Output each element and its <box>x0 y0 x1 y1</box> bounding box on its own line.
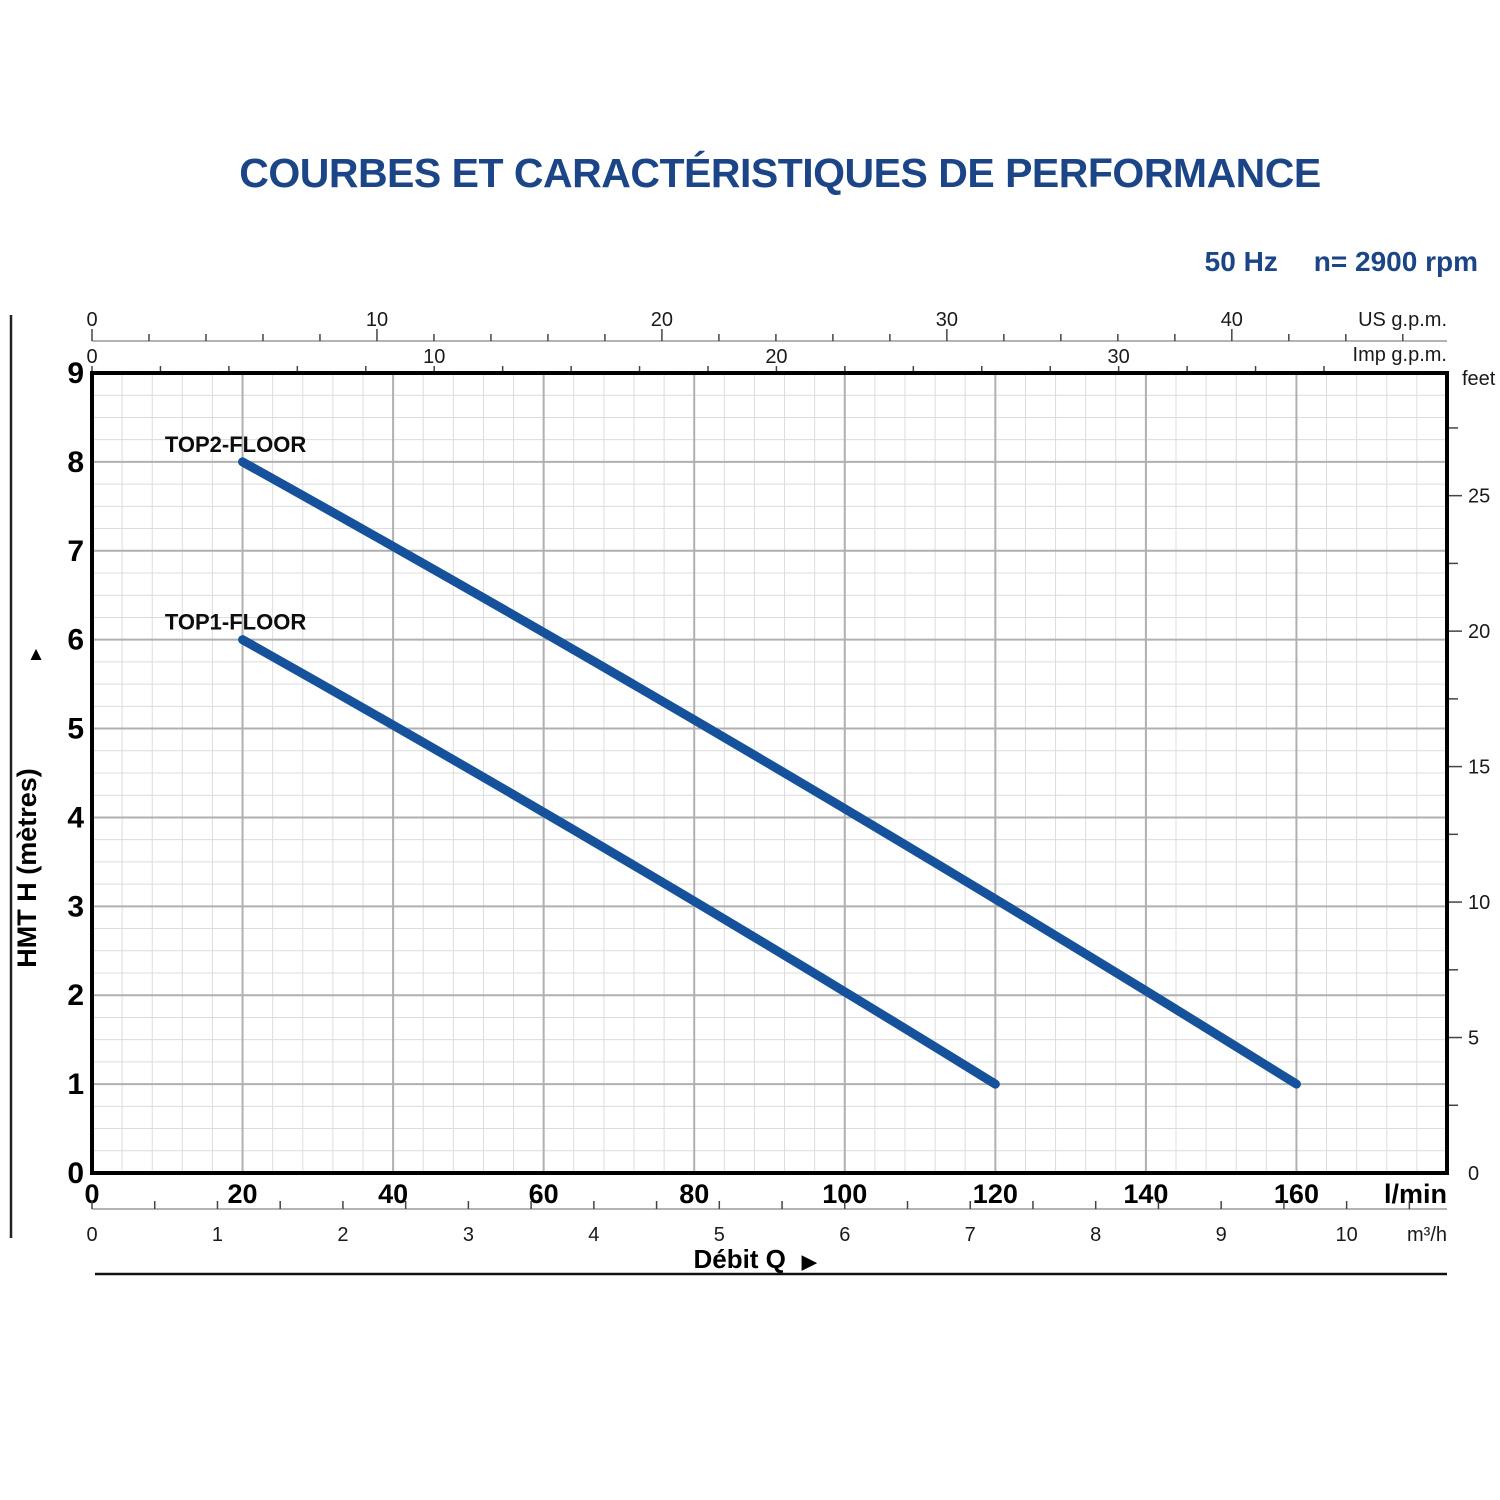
lmin-tick-label: 0 <box>84 1179 99 1209</box>
hmt-tick-label: 7 <box>67 535 84 568</box>
hmt-tick-label: 2 <box>67 979 84 1012</box>
x-axis-title: Débit Q ▶ <box>693 1244 817 1274</box>
m3h-tick-label: 4 <box>588 1224 599 1246</box>
chart-title: COURBES ET CARACTÉRISTIQUES DE PERFORMAN… <box>239 150 1321 196</box>
lmin-tick-label: 80 <box>679 1179 709 1209</box>
frequency-label: 50 Hz <box>1204 246 1278 277</box>
imp-gpm-unit-label: Imp g.p.m. <box>1353 344 1447 366</box>
hmt-tick-label: 1 <box>67 1068 84 1101</box>
feet-tick-label: 0 <box>1468 1163 1479 1185</box>
operating-conditions: 50 Hz n= 2900 rpm <box>1205 246 1478 278</box>
m3h-tick-label: 8 <box>1090 1224 1101 1246</box>
us-gpm-tick-label: 30 <box>936 309 958 331</box>
hmt-tick-label: 3 <box>67 890 84 923</box>
m3h-tick-label: 0 <box>86 1224 97 1246</box>
hmt-tick-label: 4 <box>67 801 84 834</box>
us-gpm-unit-label: US g.p.m. <box>1358 309 1447 331</box>
hmt-tick-label: 0 <box>67 1157 84 1190</box>
m3h-tick-label: 9 <box>1216 1224 1227 1246</box>
us-gpm-tick-label: 40 <box>1221 309 1243 331</box>
feet-tick-label: 15 <box>1468 757 1490 779</box>
curve-top2-floor <box>238 457 1301 1089</box>
curve-top1-floor <box>238 635 1000 1089</box>
lmin-tick-label: 60 <box>529 1179 559 1209</box>
m3h-tick-label: 1 <box>212 1224 223 1246</box>
imp-gpm-tick-label: 20 <box>765 346 787 368</box>
imp-gpm-tick-label: 10 <box>423 346 445 368</box>
lmin-tick-label: 20 <box>228 1179 258 1209</box>
lmin-tick-label: 40 <box>378 1179 408 1209</box>
m3h-tick-label: 5 <box>714 1224 725 1246</box>
feet-tick-label: 20 <box>1468 621 1490 643</box>
feet-tick-label: 25 <box>1468 486 1490 508</box>
feet-unit-label: feet <box>1462 368 1496 390</box>
hmt-tick-label: 9 <box>67 357 84 390</box>
feet-tick-label: 5 <box>1468 1028 1479 1050</box>
imp-gpm-tick-label: 30 <box>1108 346 1130 368</box>
us-gpm-tick-label: 10 <box>366 309 388 331</box>
lmin-tick-label: 140 <box>1123 1179 1168 1209</box>
us-gpm-tick-label: 0 <box>86 309 97 331</box>
plot-frame <box>90 371 1449 1175</box>
y-axis-arrow-up-icon: ▲ <box>27 644 46 665</box>
hmt-tick-label: 5 <box>67 713 84 746</box>
m3h-tick-label: 10 <box>1336 1224 1358 1246</box>
m3h-unit-label: m³/h <box>1407 1224 1447 1246</box>
us-gpm-tick-label: 20 <box>651 309 673 331</box>
imp-gpm-tick-label: 0 <box>86 346 97 368</box>
speed-label: n= 2900 rpm <box>1313 246 1478 277</box>
m3h-tick-label: 7 <box>965 1224 976 1246</box>
lmin-unit-label: l/min <box>1384 1179 1447 1209</box>
m3h-tick-label: 2 <box>337 1224 348 1246</box>
m3h-tick-label: 6 <box>839 1224 850 1246</box>
series-label-top2-floor: TOP2-FLOOR <box>165 432 306 457</box>
hmt-tick-label: 8 <box>67 446 84 479</box>
hmt-tick-label: 6 <box>67 624 84 657</box>
lmin-tick-label: 160 <box>1274 1179 1319 1209</box>
lmin-tick-label: 120 <box>973 1179 1018 1209</box>
feet-tick-label: 10 <box>1468 892 1490 914</box>
series-label-top1-floor: TOP1-FLOOR <box>165 610 306 635</box>
m3h-tick-label: 3 <box>463 1224 474 1246</box>
y-axis-title: HMT H (mètres) <box>12 768 42 968</box>
